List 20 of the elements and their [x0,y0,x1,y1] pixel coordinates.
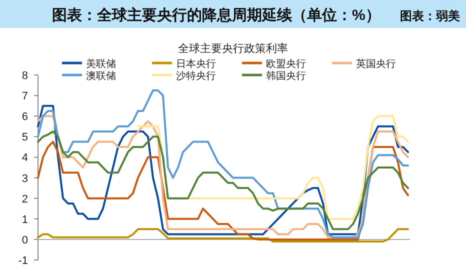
y-tick-label: 5 [22,132,28,144]
chart-title: 图表：全球主要央行的降息周期延续（单位：%） [52,6,380,24]
legend-label: 欧盟央行 [266,58,306,70]
y-tick-label: 2 [22,193,28,206]
y-tick-label: 8 [22,70,28,82]
y-tick-label: 3 [22,172,28,185]
legend-label: 美联储 [86,58,116,70]
legend-label: 英国央行 [356,58,396,70]
legend-label: 澳联储 [86,70,116,82]
y-tick-label: 4 [22,152,28,164]
legend-label: 韩国央行 [266,70,306,82]
legend-label: 沙特央行 [176,70,216,82]
y-tick-label: 1 [22,214,28,226]
y-tick-label: 6 [22,111,28,124]
y-tick-label: 7 [22,90,28,103]
legend-label: 日本央行 [176,58,216,70]
y-tick-label: 0 [22,234,28,246]
text: 图表：弱美 [400,9,460,23]
y-tick-label: -1 [18,255,28,267]
chart-subtitle: 全球主要央行政策利率 [178,42,288,55]
